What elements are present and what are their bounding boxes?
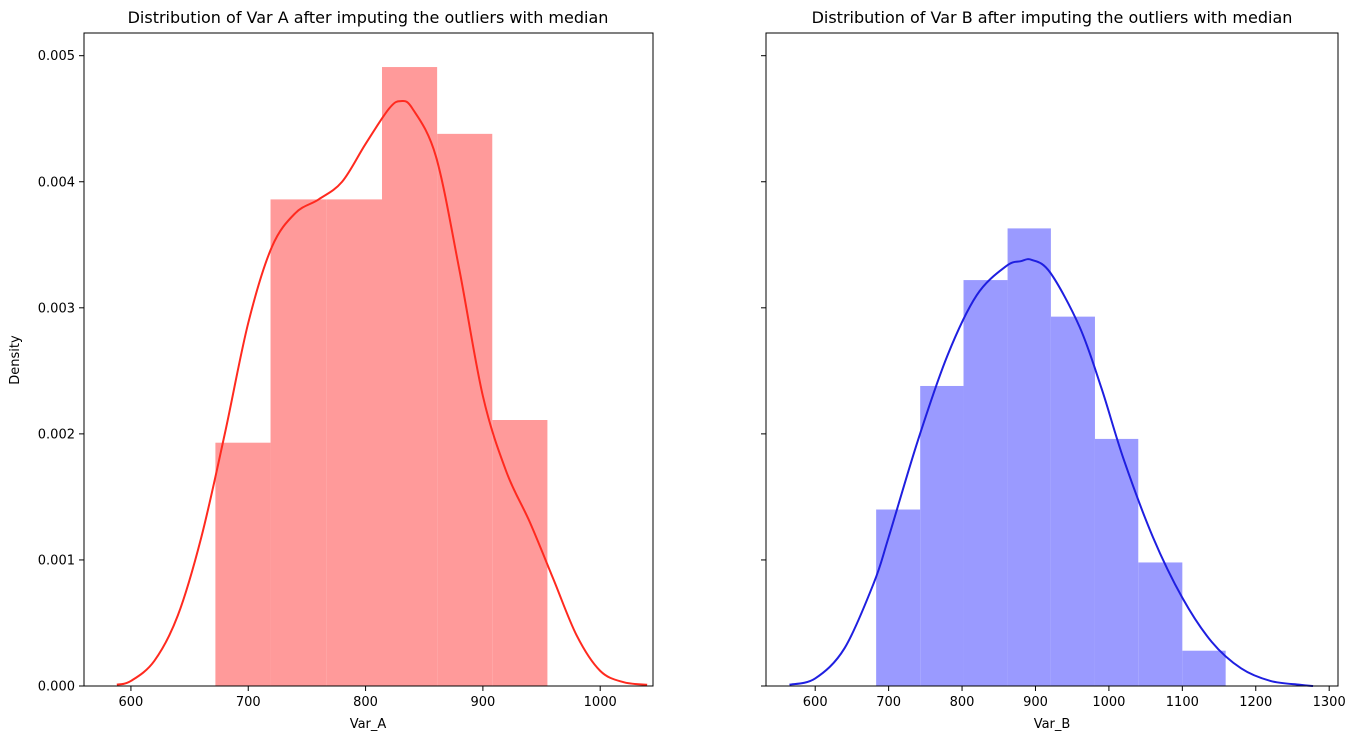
chart-title: Distribution of Var A after imputing the… [128,8,609,27]
x-tick-label: 1100 [1166,695,1199,710]
x-tick-label: 900 [470,695,495,710]
chart-title: Distribution of Var B after imputing the… [812,8,1293,27]
histogram-bar [215,442,271,686]
histogram-bar [381,67,438,686]
y-tick-label: 0.005 [38,49,75,64]
x-tick-label: 1000 [584,695,617,710]
x-tick-label: 600 [803,695,828,710]
kde-curve [789,258,1314,687]
histogram-bar [270,199,327,686]
histogram-bar [1050,316,1095,686]
y-tick-label: 0.000 [38,680,75,695]
plot-frame [83,32,654,687]
x-tick-label: 700 [236,695,261,710]
histogram-bar [1138,562,1183,686]
chart-var-a: Distribution of Var A after imputing the… [8,8,654,732]
x-tick-label: 1200 [1239,695,1272,710]
histogram-bar [920,385,964,686]
x-tick-label: 700 [876,695,901,710]
y-tick-label: 0.001 [38,553,75,568]
y-tick-label: 0.004 [38,175,75,190]
kde-curve [116,99,648,686]
plot-frame [765,32,1339,687]
histogram-bar [963,280,1008,686]
y-tick-label: 0.003 [38,301,75,316]
histogram-bar [1007,228,1051,686]
histogram-bar [876,509,921,686]
histogram-bar [326,199,382,686]
x-axis-label: Var_A [350,717,387,732]
x-tick-label: 1300 [1313,695,1346,710]
x-tick-label: 800 [353,695,378,710]
y-axis-label: Density [8,335,23,385]
x-tick-label: 1000 [1092,695,1125,710]
x-tick-label: 600 [119,695,144,710]
histogram-bar [1182,650,1226,686]
histogram-bar [437,133,493,686]
histogram-bar [492,420,548,686]
x-tick-label: 800 [950,695,975,710]
y-tick-label: 0.002 [38,427,75,442]
x-axis-label: Var_B [1034,717,1071,732]
chart-var-b: Distribution of Var B after imputing the… [761,8,1346,732]
histogram-bar [1094,438,1139,686]
x-tick-label: 900 [1023,695,1048,710]
